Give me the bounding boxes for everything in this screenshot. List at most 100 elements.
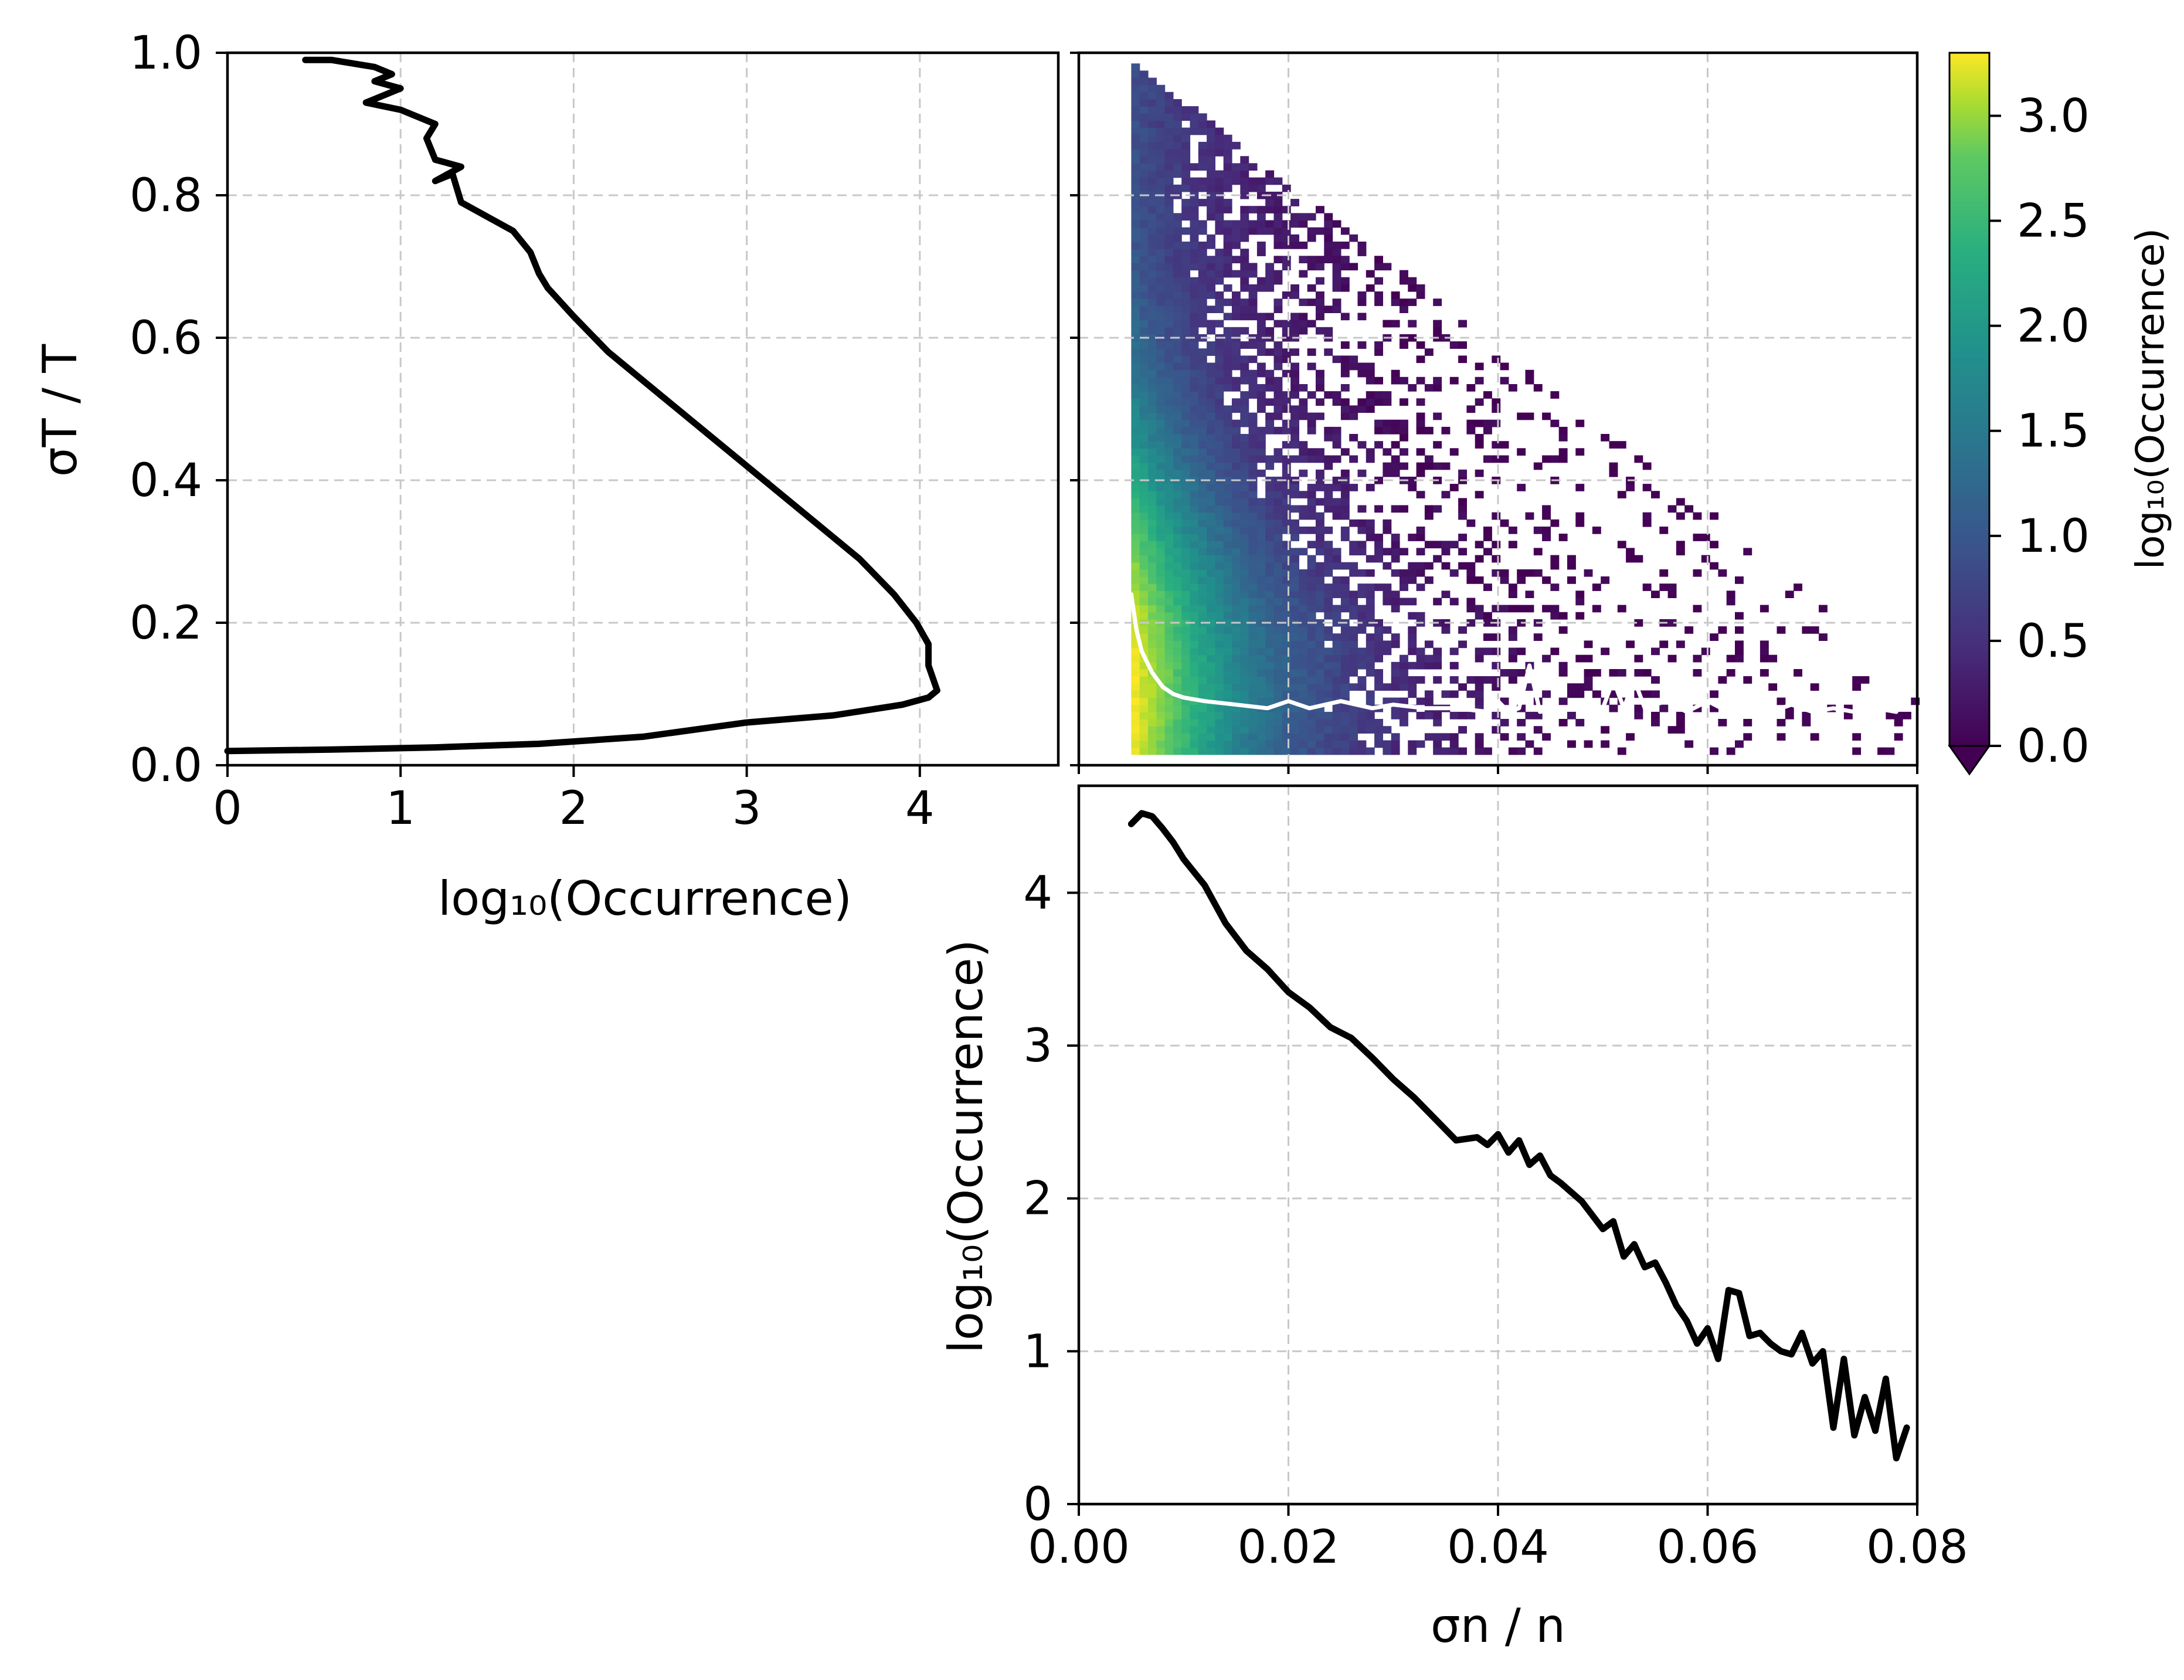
heatmap-cell — [1198, 270, 1207, 278]
heatmap-cell — [1349, 455, 1358, 463]
heatmap-cell — [1324, 590, 1333, 598]
heatmap-cell — [1164, 227, 1174, 235]
heatmap-cell — [1190, 661, 1199, 670]
heatmap-cell — [1215, 534, 1224, 541]
heatmap-cell — [1332, 640, 1341, 649]
heatmap-cell — [1181, 498, 1191, 506]
heatmap-cell — [1475, 541, 1484, 549]
heatmap-cell — [1273, 527, 1283, 534]
heatmap-cell — [1215, 419, 1224, 427]
heatmap-cell — [1223, 327, 1232, 335]
heatmap-cell — [1299, 491, 1308, 498]
heatmap-cell — [1223, 270, 1232, 278]
heatmap-cell — [1592, 583, 1601, 591]
heatmap-cell — [1190, 633, 1199, 641]
heatmap-cell — [1156, 84, 1166, 93]
heatmap-cell — [1232, 163, 1241, 171]
heatmap-cell — [1240, 398, 1249, 406]
heatmap-cell — [1156, 455, 1166, 463]
heatmap-cell — [1148, 569, 1157, 577]
heatmap-cell — [1290, 369, 1299, 378]
heatmap-cell — [1223, 149, 1232, 157]
heatmap-cell — [1148, 149, 1157, 157]
heatmap-cell — [1164, 598, 1174, 606]
heatmap-cell — [1667, 505, 1677, 513]
heatmap-cell — [1232, 654, 1241, 663]
heatmap-cell — [1256, 569, 1266, 577]
heatmap-cell — [1156, 348, 1166, 356]
heatmap-cell — [1164, 256, 1174, 263]
heatmap-cell — [1173, 263, 1182, 271]
heatmap-cell — [1500, 362, 1509, 371]
heatmap-cell — [1190, 227, 1199, 235]
heatmap-cell — [1558, 434, 1568, 442]
heatmap-cell — [1400, 711, 1408, 719]
heatmap-cell — [1324, 683, 1333, 691]
heatmap-cell — [1533, 462, 1543, 470]
heatmap-cell — [1357, 676, 1367, 684]
heatmap-cell — [1374, 633, 1383, 641]
heatmap-cell — [1156, 740, 1166, 748]
heatmap-cell — [1408, 284, 1417, 292]
colorbar-tick-label: 1.0 — [2017, 510, 2090, 563]
heatmap-cell — [1433, 711, 1442, 719]
heatmap-cell — [1710, 562, 1718, 570]
heatmap-cell — [1282, 605, 1291, 613]
heatmap-cell — [1743, 719, 1752, 727]
heatmap-cell — [1256, 191, 1266, 199]
heatmap-cell — [1340, 362, 1350, 371]
heatmap-cell — [1617, 747, 1626, 755]
heatmap-cell — [1340, 498, 1350, 506]
heatmap-cell — [1676, 719, 1685, 727]
heatmap-cell — [1316, 256, 1324, 263]
heatmap-cell — [1340, 398, 1350, 406]
heatmap-cell — [1207, 327, 1215, 335]
heatmap-cell — [1282, 405, 1291, 413]
heatmap-cell — [1131, 541, 1140, 549]
heatmap-cell — [1307, 605, 1316, 613]
heatmap-cell — [1181, 184, 1191, 192]
heatmap-cell — [1383, 391, 1392, 399]
heatmap-cell — [1575, 654, 1585, 663]
heatmap-cell — [1207, 455, 1215, 463]
heatmap-cell — [1282, 327, 1291, 335]
heatmap-cell — [1181, 676, 1191, 684]
heatmap-cell — [1215, 498, 1224, 506]
heatmap-cell — [1207, 654, 1215, 663]
heatmap-cell — [1190, 177, 1199, 185]
heatmap-cell — [1223, 376, 1232, 385]
heatmap-cell — [1693, 534, 1702, 541]
heatmap-cell — [1240, 661, 1249, 670]
heatmap-cell — [1232, 740, 1241, 748]
heatmap-cell — [1483, 583, 1492, 591]
heatmap-cell — [1240, 491, 1249, 498]
heatmap-cell — [1357, 626, 1367, 634]
heatmap-cell — [1391, 676, 1400, 684]
heatmap-cell — [1173, 719, 1182, 727]
heatmap-cell — [1131, 534, 1140, 541]
heatmap-cell — [1466, 519, 1476, 527]
heatmap-cell — [1223, 740, 1232, 748]
heatmap-cell — [1198, 612, 1207, 620]
heatmap-cell — [1148, 127, 1157, 135]
heatmap-cell — [1290, 376, 1299, 385]
heatmap-cell — [1198, 256, 1207, 263]
heatmap-cell — [1156, 127, 1166, 135]
heatmap-cell — [1517, 719, 1526, 727]
heatmap-cell — [1307, 448, 1316, 456]
heatmap-cell — [1400, 341, 1408, 349]
heatmap-cell — [1207, 369, 1215, 378]
heatmap-cell — [1148, 362, 1157, 371]
heatmap-cell — [1265, 548, 1275, 556]
heatmap-cell — [1223, 605, 1232, 613]
heatmap-cell — [1156, 654, 1166, 663]
heatmap-cell — [1190, 647, 1199, 656]
heatmap-cell — [1181, 291, 1191, 299]
heatmap-cell — [1139, 733, 1149, 741]
heatmap-cell — [1332, 505, 1341, 513]
heatmap-cell — [1232, 242, 1241, 249]
heatmap-cell — [1357, 505, 1367, 513]
heatmap-cell — [1441, 426, 1451, 435]
heatmap-cell — [1349, 654, 1358, 663]
heatmap-cell — [1215, 341, 1224, 349]
